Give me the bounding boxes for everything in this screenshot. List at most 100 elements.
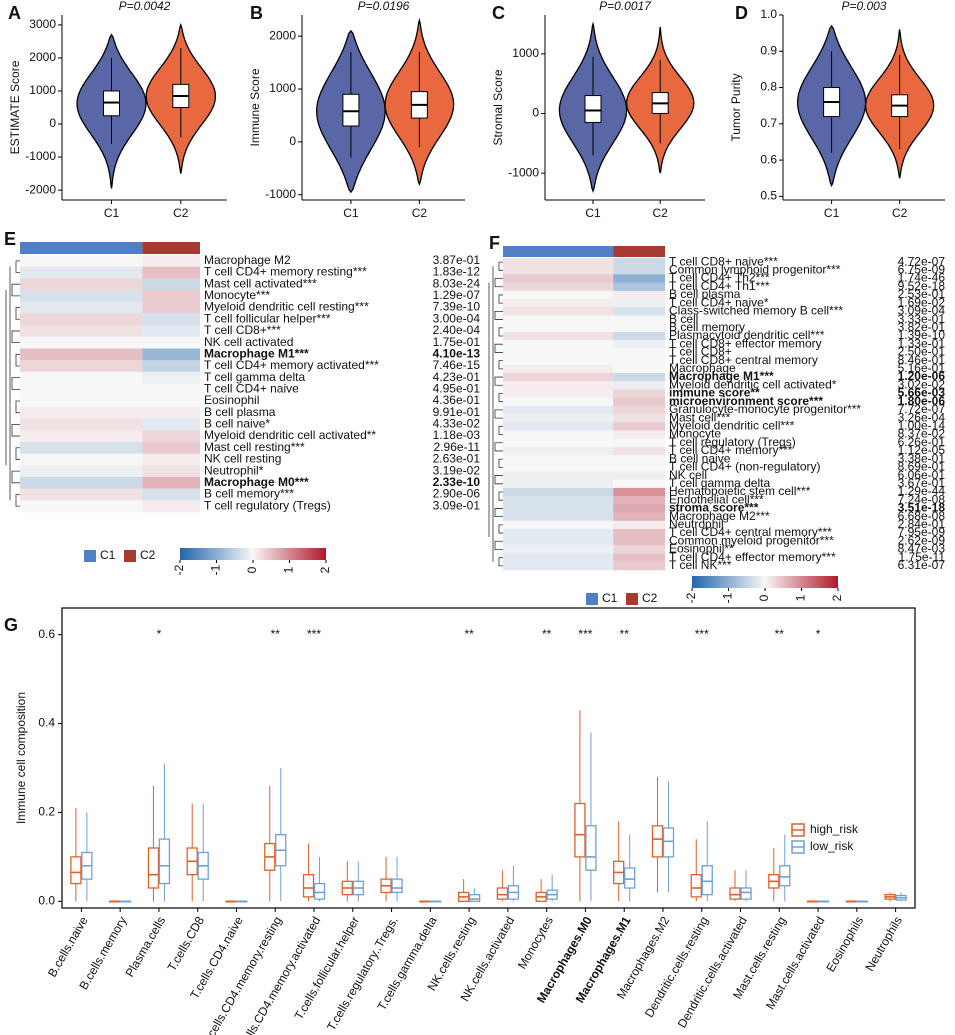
row-p-value: 4.36e-01 xyxy=(433,393,481,407)
heat-cell xyxy=(613,463,665,472)
row-p-value: 2.40e-04 xyxy=(433,323,481,337)
heat-cell xyxy=(613,479,665,489)
heat-cell xyxy=(503,364,614,374)
row-label: microenvironment score*** xyxy=(669,394,823,408)
row-label: B cell xyxy=(669,312,698,326)
y-axis-label: Tumor Purity xyxy=(729,73,743,141)
heat-cell xyxy=(20,278,143,291)
row-p-value: 1.12e-05 xyxy=(898,443,946,457)
row-p-value: 6.06e-01 xyxy=(898,468,946,482)
row-label: Eosinophil** xyxy=(669,542,734,556)
y-axis-label: Immune Score xyxy=(248,68,262,146)
y-tick-label: 0.5 xyxy=(760,189,777,203)
row-p-value: 2.33e-10 xyxy=(433,475,481,489)
box xyxy=(701,865,713,896)
panel-letter: C xyxy=(492,3,505,23)
heat-cell xyxy=(503,463,614,472)
row-label: T cell CD8+ naive*** xyxy=(669,254,778,268)
heat-cell xyxy=(142,360,200,373)
row-label: Endothelial cell*** xyxy=(669,492,764,506)
row-label: Eosinophil xyxy=(204,393,259,407)
row-p-value: 1.75e-11 xyxy=(899,550,946,564)
heat-cell xyxy=(142,290,200,303)
heat-cell xyxy=(503,528,614,538)
row-p-value: 3.87e-01 xyxy=(433,253,481,267)
row-label: Macrophage M2*** xyxy=(669,509,770,523)
row-p-value: 1.20e-06 xyxy=(898,369,946,383)
panel-letter: G xyxy=(4,615,18,635)
x-tick-label: Plasma.cells xyxy=(122,914,168,979)
y-tick-label: 0.6 xyxy=(760,152,777,166)
legend-label: C1 xyxy=(100,548,116,562)
row-p-value: 8.47e-03 xyxy=(898,542,946,556)
row-label: Hematopoietic stem cell*** xyxy=(669,484,811,498)
row-label: stroma score*** xyxy=(669,501,759,515)
box xyxy=(468,894,481,902)
group-bar xyxy=(503,246,614,257)
y-tick-label: -1000 xyxy=(508,165,539,179)
heat-cell xyxy=(142,348,200,361)
box xyxy=(662,827,675,858)
row-label: Macrophage M0*** xyxy=(204,475,309,489)
box xyxy=(342,93,360,127)
significance: * xyxy=(157,627,162,641)
heat-cell xyxy=(142,313,200,326)
colorbar-tick-label: 2 xyxy=(318,566,332,573)
heat-cell xyxy=(20,465,143,478)
heat-cell xyxy=(142,418,200,431)
y-tick-label: 0.7 xyxy=(760,116,777,130)
y-tick-label: -1000 xyxy=(265,187,296,201)
heat-cell xyxy=(613,274,665,283)
heat-cell xyxy=(20,255,143,267)
row-label: T cell CD4+ Th2*** xyxy=(669,271,770,285)
x-tick-label: T.cells.CD8 xyxy=(165,914,208,974)
heat-cell xyxy=(503,496,614,505)
row-p-value: 4.72e-07 xyxy=(898,254,946,268)
legend-swatch xyxy=(84,550,96,562)
row-label: Monocyte xyxy=(669,427,721,441)
heat-cell xyxy=(503,422,614,431)
row-label: Plasmacytoid dendritic cell*** xyxy=(669,328,825,342)
significance: ** xyxy=(271,627,281,641)
legend-label: high_risk xyxy=(810,822,859,836)
heat-cell xyxy=(503,455,614,464)
y-tick-label: 0.9 xyxy=(760,43,777,57)
heat-cell xyxy=(503,331,614,341)
significance: ** xyxy=(775,627,785,641)
panel-letter: E xyxy=(4,229,16,249)
heat-cell xyxy=(503,561,614,571)
y-tick-label: 0.4 xyxy=(38,716,55,730)
panel-letter: F xyxy=(489,233,500,253)
heat-cell xyxy=(503,553,614,563)
panel-letter: A xyxy=(8,3,21,23)
colorbar-tick-label: 1 xyxy=(282,566,296,573)
panel-letter: B xyxy=(250,3,263,23)
row-p-value: 2.63e-01 xyxy=(433,452,481,466)
row-p-value: 1.39e-10 xyxy=(898,328,946,342)
row-label: Granulocyte-monocyte progenitor*** xyxy=(669,402,861,416)
significance: * xyxy=(816,627,821,641)
row-p-value: 8.37e-02 xyxy=(898,427,946,441)
row-label: B cell naive* xyxy=(204,417,270,431)
heat-cell xyxy=(503,471,614,480)
row-p-value: 6.26e-01 xyxy=(898,435,946,449)
row-label: Myeloid dendritic cell resting*** xyxy=(204,300,369,314)
colorbar-tick-label: -1 xyxy=(209,564,223,575)
heat-cell xyxy=(20,488,143,501)
y-tick-label: 0.6 xyxy=(38,627,55,641)
box xyxy=(729,887,741,900)
row-p-value: 2.90e-06 xyxy=(433,487,481,501)
row-p-value: 9.91e-01 xyxy=(433,405,481,419)
row-label: T cell CD4+ Th1*** xyxy=(669,279,770,293)
heat-cell xyxy=(613,348,665,357)
row-label: NK cell xyxy=(669,468,707,482)
heat-cell xyxy=(613,414,665,423)
row-label: Monocyte*** xyxy=(204,288,270,302)
row-label: Myeloid dendritic cell activated** xyxy=(204,428,376,442)
x-tick-label: C2 xyxy=(412,206,428,220)
row-label: Myeloid dendritic cell activated* xyxy=(669,377,837,391)
row-label: Mast cell*** xyxy=(669,410,731,424)
heat-cell xyxy=(503,266,614,275)
y-tick-label: 1000 xyxy=(269,81,296,95)
